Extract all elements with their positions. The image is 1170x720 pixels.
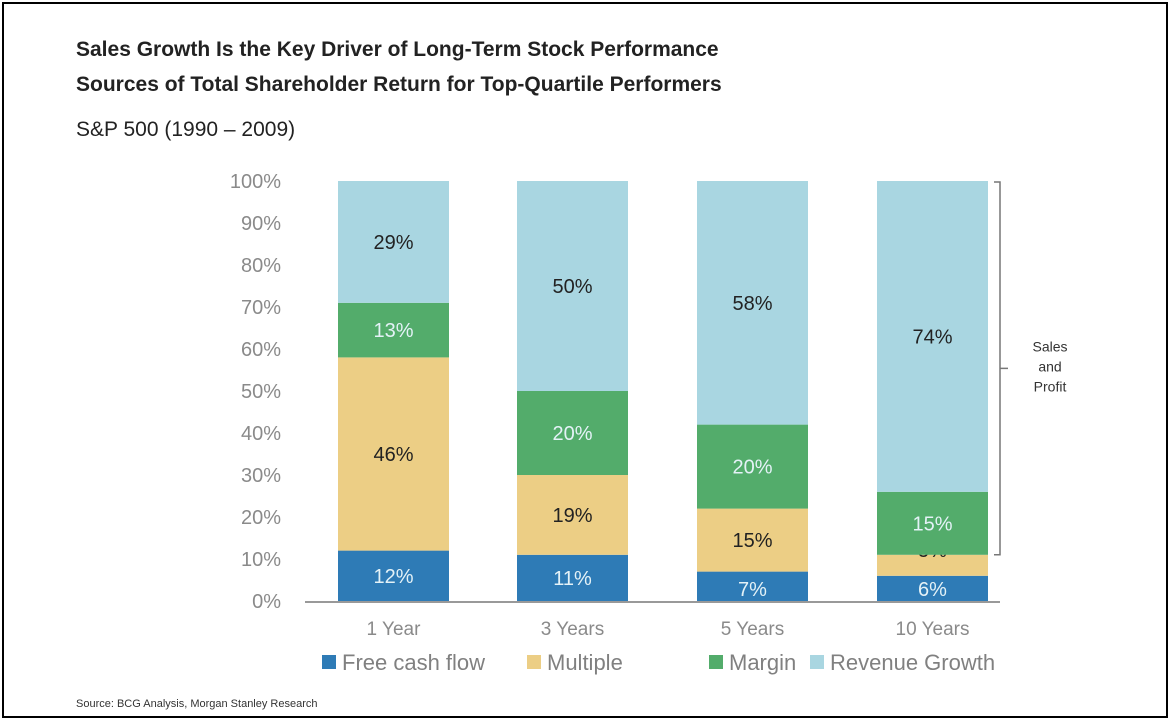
bar-segment: [877, 575, 988, 601]
bar-segment: [517, 475, 628, 555]
bar-segment: [338, 181, 449, 303]
data-label: 19%: [552, 505, 592, 527]
y-tick-label: 40%: [241, 423, 281, 445]
legend-label: Multiple: [547, 650, 623, 675]
bar-segment: [338, 550, 449, 601]
data-label: 15%: [732, 530, 772, 552]
data-label: 13%: [373, 320, 413, 342]
legend-swatch: [810, 655, 824, 669]
x-tick-label: 1 Year: [367, 619, 422, 640]
data-label: 6%: [918, 579, 947, 601]
legend-swatch: [709, 655, 723, 669]
bar-segment: [697, 424, 808, 509]
data-label: 46%: [373, 444, 413, 466]
y-tick-label: 60%: [241, 339, 281, 361]
legend-label: Margin: [729, 650, 796, 675]
legend-swatch: [322, 655, 336, 669]
source-note: Source: BCG Analysis, Morgan Stanley Res…: [76, 698, 318, 710]
bar-segment: [517, 181, 628, 391]
bar-segment: [338, 302, 449, 358]
legend-label: Free cash flow: [342, 650, 485, 675]
y-tick-label: 0%: [252, 591, 281, 613]
data-label: 29%: [373, 232, 413, 254]
x-tick-label: 5 Years: [721, 619, 784, 640]
data-label: 50%: [552, 276, 592, 298]
chart-note: S&P 500 (1990 – 2009): [76, 118, 296, 141]
bar-segment: [517, 391, 628, 475]
x-tick-label: 3 Years: [541, 619, 604, 640]
annotation-text: Sales: [1032, 338, 1067, 354]
data-label: 74%: [912, 326, 952, 348]
bar-segment: [877, 554, 988, 576]
legend-swatch: [527, 655, 541, 669]
bar-segment: [517, 554, 628, 601]
y-tick-label: 30%: [241, 465, 281, 487]
data-label: 20%: [552, 423, 592, 445]
y-tick-label: 20%: [241, 507, 281, 529]
y-tick-label: 50%: [241, 381, 281, 403]
bracket: [994, 181, 1008, 556]
data-label: 7%: [738, 579, 767, 601]
y-tick-label: 100%: [230, 171, 281, 193]
data-label: 20%: [732, 457, 772, 479]
legend-label: Revenue Growth: [830, 650, 995, 675]
x-tick-label: 10 Years: [896, 619, 970, 640]
bar-segment: [697, 181, 808, 425]
annotation-text: Profit: [1034, 378, 1067, 394]
data-label: 12%: [373, 566, 413, 588]
y-tick-label: 80%: [241, 255, 281, 277]
bar-segment: [697, 508, 808, 572]
bar-segment: [697, 571, 808, 601]
bar-segment: [338, 357, 449, 551]
bar-segment: [877, 181, 988, 492]
data-label: 58%: [732, 293, 772, 315]
y-tick-label: 10%: [241, 549, 281, 571]
chart-subtitle: Sources of Total Shareholder Return for …: [76, 73, 722, 96]
y-tick-label: 90%: [241, 213, 281, 235]
chart-title: Sales Growth Is the Key Driver of Long-T…: [76, 38, 719, 61]
y-tick-label: 70%: [241, 297, 281, 319]
annotation-text: and: [1038, 358, 1061, 374]
data-label: 11%: [553, 568, 592, 590]
bar-segment: [877, 491, 988, 555]
data-label: 15%: [912, 513, 952, 535]
